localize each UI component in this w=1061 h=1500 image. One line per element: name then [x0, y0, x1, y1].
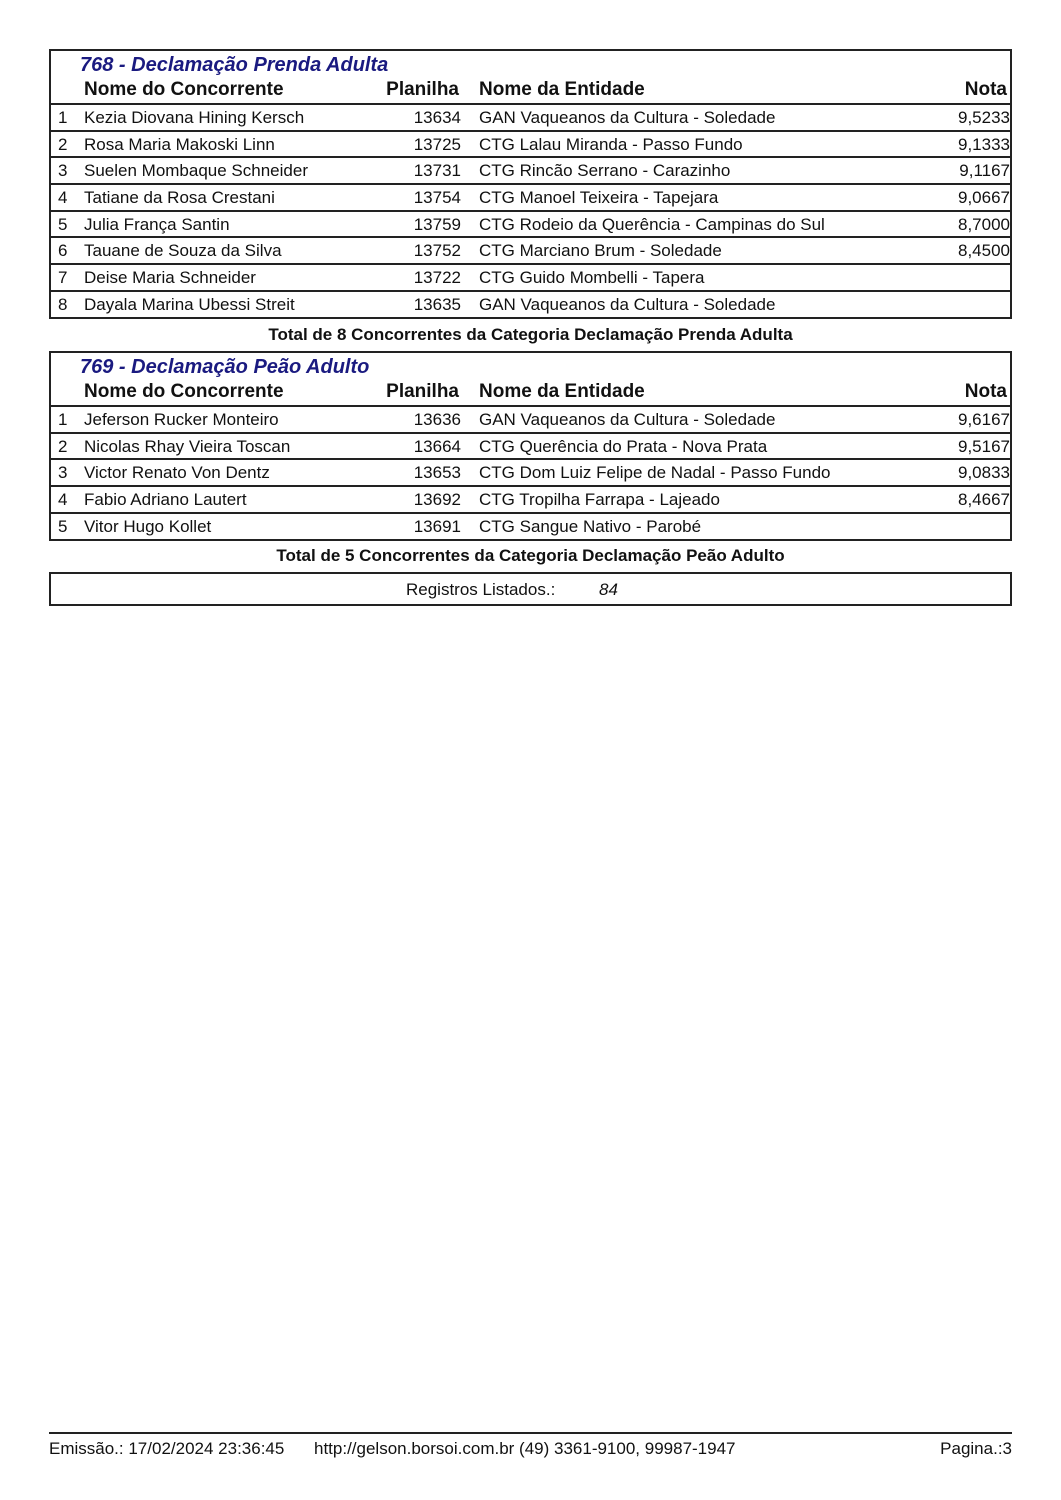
entity-name: GAN Vaqueanos da Cultura - Soledade: [479, 410, 776, 429]
category-title: 769 - Declamação Peão Adulto: [80, 356, 370, 378]
header-planilha: Planilha: [386, 79, 459, 100]
row-number: 1: [58, 410, 68, 429]
contact-info: http://gelson.borsoi.com.br (49) 3361-91…: [314, 1439, 736, 1458]
table-row: 6 Tauane de Souza da Silva 13752 CTG Mar…: [51, 236, 1010, 263]
entity-name: CTG Querência do Prata - Nova Prata: [479, 436, 768, 456]
row-number: 2: [58, 436, 68, 456]
competitor-name: Julia França Santin: [84, 214, 230, 234]
header-entidade: Nome da Entidade: [479, 79, 645, 100]
competitor-name: Suelen Mombaque Schneider: [84, 161, 308, 181]
entity-name: GAN Vaqueanos da Cultura - Soledade: [479, 294, 776, 314]
table-row: 7 Deise Maria Schneider 13722 CTG Guido …: [51, 263, 1010, 290]
competitor-name: Dayala Marina Ubessi Streit: [84, 294, 295, 314]
entity-name: CTG Guido Mombelli - Tapera: [479, 268, 705, 288]
row-number: 7: [58, 268, 68, 288]
footer: Emissão.: 17/02/2024 23:36:45 http://gel…: [49, 1432, 1012, 1458]
entity-name: CTG Lalau Miranda - Passo Fundo: [479, 134, 743, 154]
row-number: 3: [58, 463, 68, 483]
page-number: Pagina.:3: [940, 1439, 1012, 1458]
registros-label: Registros Listados.:: [406, 580, 556, 599]
entity-name: GAN Vaqueanos da Cultura - Soledade: [479, 108, 776, 127]
table-row: 8 Dayala Marina Ubessi Streit 13635 GAN …: [51, 289, 1010, 317]
planilha: 13653: [413, 463, 461, 483]
competitor-name: Jeferson Rucker Monteiro: [84, 410, 279, 429]
table-row: 1 Kezia Diovana Hining Kersch 13634 GAN …: [51, 103, 1010, 130]
table-row: 4 Tatiane da Rosa Crestani 13754 CTG Man…: [51, 183, 1010, 210]
registros-box: Registros Listados.: 84: [49, 572, 1012, 606]
rows: 1 Jeferson Rucker Monteiro 13636 GAN Vaq…: [51, 405, 1010, 538]
score: 8,7000: [958, 214, 1010, 234]
planilha: 13754: [413, 188, 461, 208]
row-number: 3: [58, 161, 68, 181]
table-row: 3 Victor Renato Von Dentz 13653 CTG Dom …: [51, 458, 1010, 485]
competitor-name: Deise Maria Schneider: [84, 268, 256, 288]
planilha: 13722: [413, 268, 461, 288]
header-name: Nome do Concorrente: [84, 381, 284, 402]
rows: 1 Kezia Diovana Hining Kersch 13634 GAN …: [51, 103, 1010, 317]
header-planilha: Planilha: [386, 381, 459, 402]
planilha: 13752: [413, 241, 461, 261]
competitor-name: Tauane de Souza da Silva: [84, 241, 282, 261]
row-number: 8: [58, 294, 68, 314]
entity-name: CTG Tropilha Farrapa - Lajeado: [479, 490, 720, 510]
planilha: 13634: [413, 108, 461, 127]
competitor-name: Rosa Maria Makoski Linn: [84, 134, 275, 154]
competitor-name: Fabio Adriano Lautert: [84, 490, 247, 510]
score: 9,6167: [958, 410, 1010, 429]
header-nota: Nota: [964, 381, 1007, 402]
competitor-name: Kezia Diovana Hining Kersch: [84, 108, 305, 127]
score: 9,1167: [959, 161, 1010, 181]
category-769-total: Total de 5 Concorrentes da Categoria Dec…: [276, 546, 785, 565]
row-number: 4: [58, 188, 68, 208]
competitor-name: Victor Renato Von Dentz: [84, 463, 270, 483]
score: 9,0833: [958, 463, 1010, 483]
score: 9,1333: [958, 134, 1010, 154]
entity-name: CTG Rodeio da Querência - Campinas do Su…: [479, 214, 825, 234]
score: 9,0667: [958, 188, 1010, 208]
table-row: 4 Fabio Adriano Lautert 13692 CTG Tropil…: [51, 485, 1010, 512]
entity-name: CTG Marciano Brum - Soledade: [479, 241, 722, 261]
planilha: 13759: [413, 214, 461, 234]
table-row: 1 Jeferson Rucker Monteiro 13636 GAN Vaq…: [51, 405, 1010, 432]
category-768-total: Total de 8 Concorrentes da Categoria Dec…: [268, 325, 793, 344]
planilha: 13731: [413, 161, 461, 181]
header-entidade: Nome da Entidade: [479, 381, 645, 402]
planilha: 13635: [413, 294, 461, 314]
planilha: 13725: [413, 134, 461, 154]
planilha: 13636: [413, 410, 461, 429]
table-row: 2 Rosa Maria Makoski Linn 13725 CTG Lala…: [51, 129, 1010, 157]
competitor-name: Nicolas Rhay Vieira Toscan: [84, 436, 291, 456]
entity-name: CTG Manoel Teixeira - Tapejara: [479, 188, 719, 208]
table-row: 5 Julia França Santin 13759 CTG Rodeio d…: [51, 209, 1010, 237]
score: 9,5167: [958, 436, 1010, 456]
planilha: 13692: [413, 490, 461, 510]
entity-name: CTG Sangue Nativo - Parobé: [479, 516, 702, 536]
category-title: 768 - Declamação Prenda Adulta: [80, 54, 389, 76]
row-number: 5: [58, 516, 68, 536]
planilha: 13691: [413, 516, 461, 536]
entity-name: CTG Rincão Serrano - Carazinho: [479, 161, 731, 181]
entity-name: CTG Dom Luiz Felipe de Nadal - Passo Fun…: [479, 463, 831, 483]
score: 8,4667: [958, 490, 1010, 510]
emission-date: Emissão.: 17/02/2024 23:36:45: [49, 1439, 285, 1458]
row-number: 2: [58, 134, 68, 154]
row-number: 1: [58, 108, 68, 127]
registros-value: 84: [599, 580, 618, 599]
score: 8,4500: [958, 241, 1010, 261]
row-number: 6: [58, 241, 68, 261]
row-number: 4: [58, 490, 68, 510]
competitor-name: Vitor Hugo Kollet: [84, 516, 212, 536]
table-row: 3 Suelen Mombaque Schneider 13731 CTG Ri…: [51, 156, 1010, 183]
planilha: 13664: [413, 436, 461, 456]
header-nota: Nota: [964, 79, 1007, 100]
table-row: 2 Nicolas Rhay Vieira Toscan 13664 CTG Q…: [51, 431, 1010, 459]
competitor-name: Tatiane da Rosa Crestani: [84, 188, 275, 208]
header-name: Nome do Concorrente: [84, 79, 284, 100]
category-769-table: 769 - Declamação Peão Adulto Nome do Con…: [49, 351, 1012, 541]
row-number: 5: [58, 214, 68, 234]
score: 9,5233: [958, 108, 1010, 127]
category-768-table: 768 - Declamação Prenda Adulta Nome do C…: [49, 49, 1012, 319]
table-row: 5 Vitor Hugo Kollet 13691 CTG Sangue Nat…: [51, 511, 1010, 539]
